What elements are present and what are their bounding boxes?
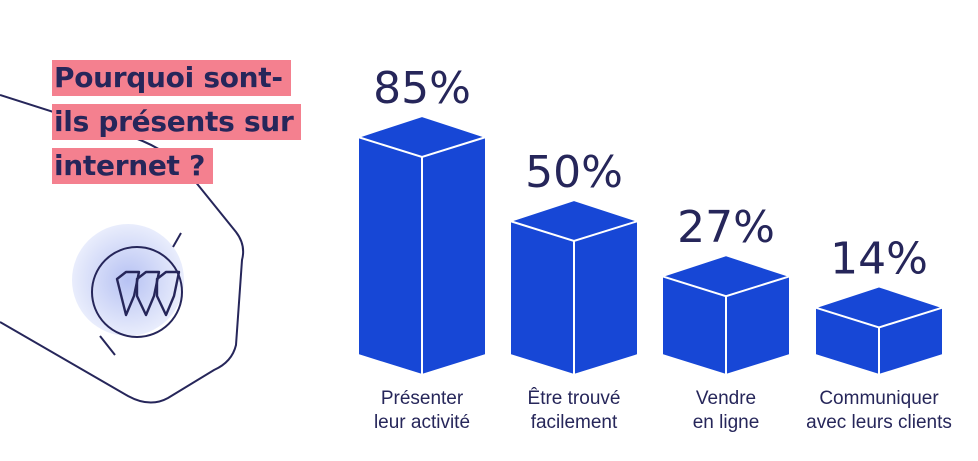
value-label-1: 85% <box>373 63 471 114</box>
bar-edge-2 <box>509 220 639 375</box>
title-line-1: Pourquoi sont- <box>52 60 291 96</box>
category-label-2-1: Être trouvé <box>528 387 621 409</box>
logo-mark-icon <box>72 224 184 356</box>
bar-edge-3 <box>661 275 791 375</box>
bar-edge-4 <box>814 306 944 375</box>
title-line-3: internet ? <box>52 148 214 184</box>
value-label-2: 50% <box>525 147 623 198</box>
category-label-2-2: facilement <box>531 412 618 433</box>
category-label-4-2: avec leurs clients <box>806 412 952 433</box>
value-label-4: 14% <box>830 233 928 284</box>
chart-title: Pourquoi sont- ils présents sur internet… <box>52 60 352 192</box>
title-line-2: ils présents sur <box>52 104 302 140</box>
category-label-4-1: Communiquer <box>819 388 939 409</box>
category-label-3-1: Vendre <box>696 388 756 409</box>
category-label-1-1: Présenter <box>381 388 464 409</box>
value-label-3: 27% <box>677 202 775 253</box>
bar-edge-1 <box>357 136 487 375</box>
category-label-1-2: leur activité <box>374 412 470 433</box>
category-label-3-2: en ligne <box>693 412 760 433</box>
